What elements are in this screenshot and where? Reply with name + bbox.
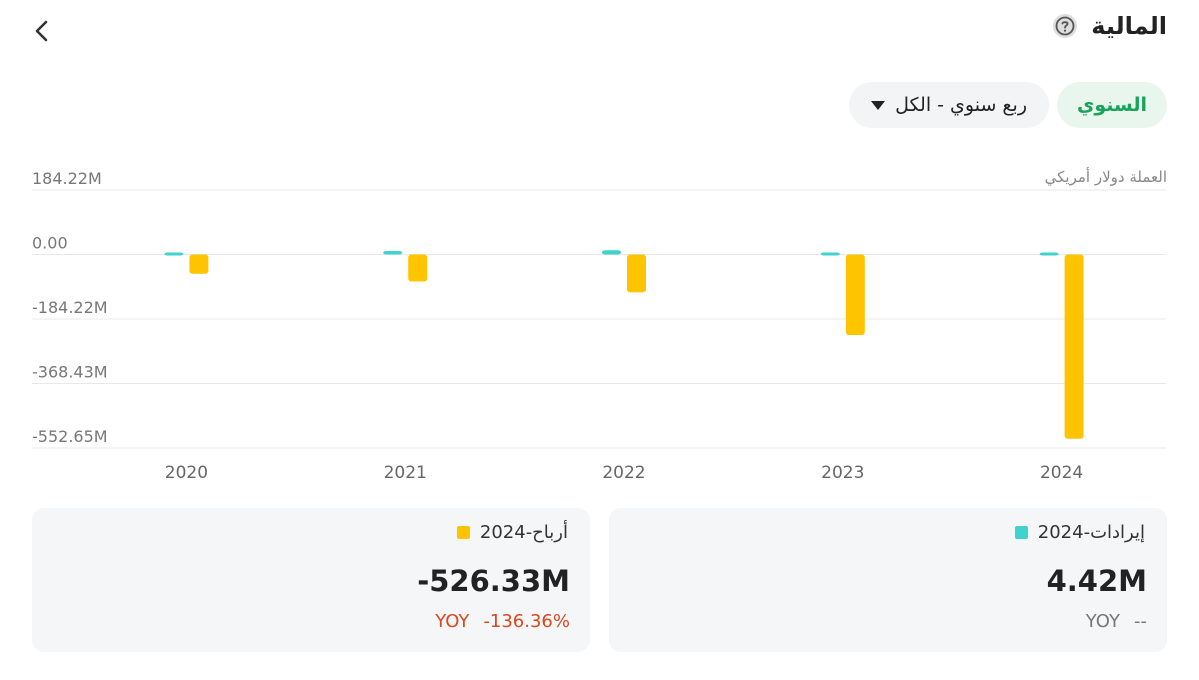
revenue-bar-2021[interactable] bbox=[383, 250, 403, 255]
profit-yoy-label: YOY bbox=[435, 611, 470, 632]
profit-card-yoy: YOY -136.36% bbox=[435, 611, 570, 632]
revenue-legend-swatch bbox=[1014, 526, 1028, 539]
profit-bar-2021[interactable] bbox=[408, 254, 428, 282]
y-tick-label: -368.43M bbox=[32, 362, 108, 381]
profit-bar-2023[interactable] bbox=[845, 254, 865, 336]
chart-bars bbox=[164, 250, 1084, 439]
revenue-bar-2020[interactable] bbox=[164, 252, 184, 256]
revenue-card[interactable]: إيرادات-2024 4.42M YOY -- bbox=[609, 508, 1167, 652]
caret-down-icon bbox=[871, 100, 886, 110]
currency-note: العملة دولار أمريكي bbox=[1044, 168, 1167, 186]
x-tick-label: 2021 bbox=[384, 463, 427, 483]
x-tick-label: 2023 bbox=[821, 463, 864, 483]
period-dropdown[interactable]: ربع سنوي - الكل bbox=[849, 82, 1049, 128]
back-button[interactable] bbox=[26, 14, 58, 48]
question-circle-icon[interactable] bbox=[1051, 12, 1079, 40]
revenue-card-value: 4.42M bbox=[1046, 564, 1147, 598]
revenue-card-yoy: YOY -- bbox=[1086, 611, 1147, 632]
chart-x-ticks: 2020 2021 2022 2023 2024 bbox=[165, 463, 1083, 483]
profit-card-label-row: أرباح-2024 bbox=[456, 522, 568, 543]
revenue-yoy-label: YOY bbox=[1085, 611, 1120, 632]
revenue-bar-2023[interactable] bbox=[820, 252, 840, 256]
profit-bar-2024[interactable] bbox=[1064, 254, 1084, 439]
revenue-yoy-value: -- bbox=[1134, 611, 1147, 632]
chevron-left-icon[interactable] bbox=[26, 14, 58, 48]
annual-toggle-button[interactable]: السنوي bbox=[1056, 82, 1167, 128]
page-title: المالية bbox=[1091, 12, 1167, 40]
x-tick-label: 2020 bbox=[165, 463, 208, 483]
revenue-card-label-row: إيرادات-2024 bbox=[1014, 522, 1145, 543]
profit-card-value: -526.33M bbox=[417, 564, 570, 598]
chart-grid bbox=[32, 189, 1166, 449]
y-tick-label: 0.00 bbox=[32, 234, 68, 253]
period-dropdown-value: ربع سنوي - الكل bbox=[895, 94, 1027, 116]
financials-chart: 184.22M 0.00 -184.22M -368.43M -552.65M 2020… bbox=[32, 169, 1166, 483]
title-group: المالية bbox=[1051, 12, 1167, 40]
profit-bar-2022[interactable] bbox=[627, 254, 646, 293]
profit-card[interactable]: أرباح-2024 -526.33M YOY -136.36% bbox=[32, 508, 590, 652]
x-tick-label: 2022 bbox=[602, 463, 645, 483]
chart-y-ticks: 184.22M 0.00 -184.22M -368.43M -552.65M bbox=[32, 169, 108, 446]
profit-bar-2020[interactable] bbox=[189, 254, 209, 274]
profit-legend-swatch bbox=[456, 526, 470, 539]
y-tick-label: 184.22M bbox=[32, 169, 102, 188]
y-tick-label: -184.22M bbox=[32, 298, 108, 317]
top-bar: المالية bbox=[0, 0, 1199, 64]
profit-card-label: أرباح-2024 bbox=[479, 522, 568, 543]
revenue-card-label: إيرادات-2024 bbox=[1037, 522, 1145, 543]
revenue-bar-2022[interactable] bbox=[602, 250, 621, 255]
profit-yoy-value: -136.36% bbox=[483, 611, 570, 632]
y-tick-label: -552.65M bbox=[32, 427, 108, 446]
x-tick-label: 2024 bbox=[1040, 463, 1083, 483]
revenue-bar-2024[interactable] bbox=[1039, 252, 1059, 256]
